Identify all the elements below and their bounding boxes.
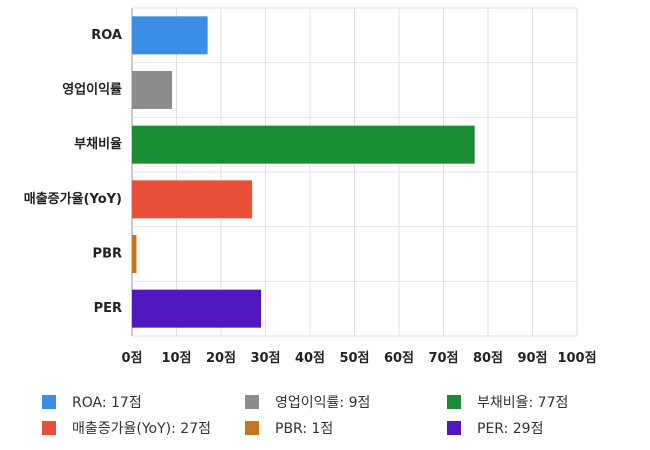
bar bbox=[132, 125, 475, 164]
legend-item: ROA: 17점 bbox=[42, 392, 142, 412]
legend-label: 매출증가율(YoY): 27점 bbox=[72, 421, 211, 437]
legend-label: PER: 29점 bbox=[477, 421, 544, 437]
bar bbox=[132, 16, 208, 55]
category-label: ROA bbox=[91, 28, 122, 43]
category-label: 영업이익률 bbox=[62, 82, 122, 98]
legend-label: 부채비율: 77점 bbox=[477, 395, 569, 411]
legend-swatch bbox=[447, 421, 461, 435]
bars bbox=[132, 16, 475, 328]
legend-swatch bbox=[447, 395, 461, 409]
legend-label: ROA: 17점 bbox=[72, 395, 142, 411]
bar bbox=[132, 180, 253, 219]
x-tick-label: 90점 bbox=[517, 351, 547, 366]
legend-swatch bbox=[42, 421, 56, 435]
x-tick-label: 80점 bbox=[473, 351, 503, 366]
legend-swatch bbox=[245, 421, 259, 435]
x-tick-label: 50점 bbox=[339, 351, 369, 366]
category-label: 매출증가율(YoY) bbox=[24, 191, 122, 207]
x-tick-label: 0점 bbox=[121, 351, 142, 366]
category-label: 부채비율 bbox=[74, 136, 122, 152]
legend-swatch bbox=[245, 395, 259, 409]
legend-item: PER: 29점 bbox=[447, 418, 543, 438]
bar bbox=[132, 235, 137, 273]
x-tick-label: 70점 bbox=[428, 351, 458, 366]
legend-item: 매출증가율(YoY): 27점 bbox=[42, 418, 211, 438]
x-tick-label: 60점 bbox=[384, 351, 414, 366]
legend-item: PBR: 1점 bbox=[245, 418, 333, 438]
legend-label: PBR: 1점 bbox=[275, 421, 334, 437]
grid-lines bbox=[131, 7, 578, 337]
x-tick-label: 10점 bbox=[161, 351, 191, 366]
legend-item: 영업이익률: 9점 bbox=[245, 392, 370, 412]
category-label: PER bbox=[94, 301, 122, 316]
x-tick-labels: 0점 10점 20점 30점 40점 50점 60점 70점 80점 90점 100점 bbox=[121, 351, 596, 366]
x-tick-label: 20점 bbox=[206, 351, 236, 366]
category-label: PBR bbox=[93, 247, 122, 262]
x-tick-label: 40점 bbox=[295, 351, 325, 366]
x-tick-label: 100점 bbox=[557, 351, 596, 366]
x-tick-label: 30점 bbox=[250, 351, 280, 366]
legend-item: 부채비율: 77점 bbox=[447, 392, 568, 412]
legend-label: 영업이익률: 9점 bbox=[275, 395, 371, 411]
bar bbox=[132, 289, 262, 328]
bar bbox=[132, 71, 173, 109]
legend-swatch bbox=[42, 395, 56, 409]
